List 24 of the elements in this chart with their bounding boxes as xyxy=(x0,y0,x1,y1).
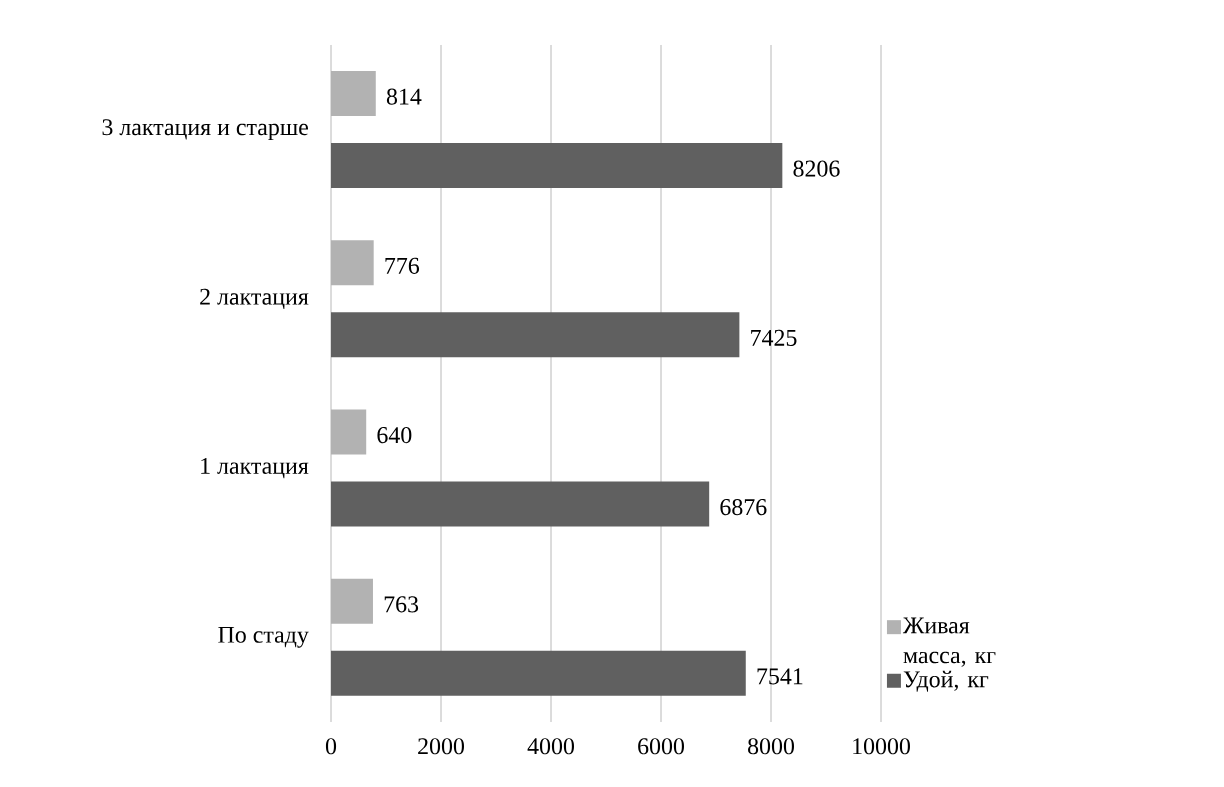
data-label: 814 xyxy=(386,88,422,105)
y-tick-label: 3 лактация и старше xyxy=(102,119,309,141)
data-label: 640 xyxy=(377,427,412,444)
x-tick-label: 2000 xyxy=(418,738,465,755)
legend-label: Удой, кг xyxy=(903,670,989,692)
data-label: 763 xyxy=(384,596,419,613)
bar xyxy=(331,481,710,527)
x-tick-label: 6000 xyxy=(638,738,685,755)
data-label: 776 xyxy=(385,257,420,274)
bar xyxy=(331,650,746,696)
y-tick-label: 1 лактация xyxy=(201,457,309,479)
x-tick-label: 8000 xyxy=(748,738,795,755)
x-tick-label: 0 xyxy=(325,738,337,755)
data-label: 7541 xyxy=(757,668,803,685)
bar xyxy=(331,143,783,189)
bar xyxy=(331,312,740,358)
data-label: 7425 xyxy=(751,329,797,346)
x-tick-label: 10000 xyxy=(853,738,910,755)
data-label: 8206 xyxy=(793,160,840,177)
legend-label: Живая масса, кг xyxy=(902,617,996,667)
data-label: 6876 xyxy=(720,499,767,516)
y-tick-label: По стаду xyxy=(218,626,309,648)
y-tick-label: 2 лактация xyxy=(200,288,309,310)
x-tick-label: 4000 xyxy=(527,738,575,755)
